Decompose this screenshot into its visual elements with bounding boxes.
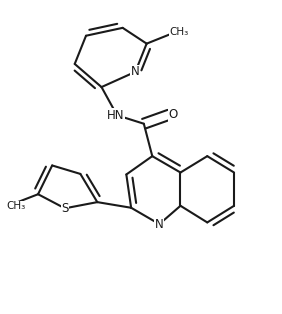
Text: HN: HN [107, 109, 124, 122]
Text: N: N [155, 218, 164, 230]
Text: N: N [131, 65, 140, 78]
Text: S: S [61, 202, 69, 215]
Text: CH₃: CH₃ [169, 27, 189, 37]
Text: O: O [169, 108, 178, 121]
Text: CH₃: CH₃ [6, 201, 25, 211]
